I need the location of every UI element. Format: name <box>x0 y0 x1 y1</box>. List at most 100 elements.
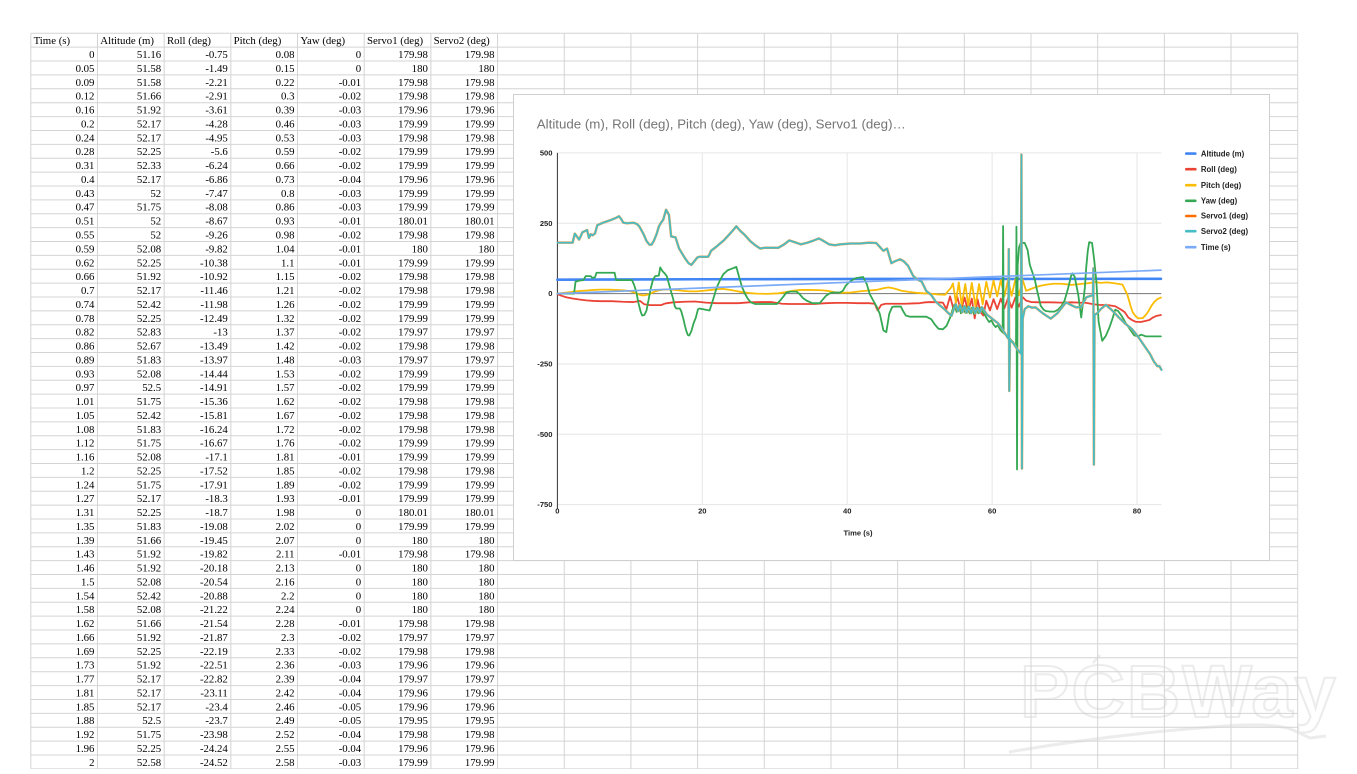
svg-text:1.85: 1.85 <box>76 701 95 713</box>
svg-text:-0.03: -0.03 <box>339 202 362 214</box>
svg-text:1.24: 1.24 <box>76 479 95 491</box>
svg-text:500: 500 <box>540 149 553 158</box>
svg-text:2.2: 2.2 <box>281 590 295 602</box>
svg-text:-0.03: -0.03 <box>339 105 362 117</box>
svg-text:179.97: 179.97 <box>465 674 495 686</box>
svg-text:179.98: 179.98 <box>465 396 495 408</box>
svg-text:179.98: 179.98 <box>465 410 495 422</box>
svg-text:179.99: 179.99 <box>465 313 495 325</box>
svg-text:179.99: 179.99 <box>398 299 428 311</box>
svg-text:180: 180 <box>478 604 494 616</box>
svg-text:51.92: 51.92 <box>137 632 161 644</box>
svg-text:52.42: 52.42 <box>137 590 161 602</box>
svg-text:179.99: 179.99 <box>465 493 495 505</box>
svg-text:1.27: 1.27 <box>76 493 95 505</box>
svg-text:-7.47: -7.47 <box>205 188 228 200</box>
svg-text:52.25: 52.25 <box>137 465 161 477</box>
svg-text:0: 0 <box>356 590 361 602</box>
svg-text:0.46: 0.46 <box>276 118 295 130</box>
svg-text:2.58: 2.58 <box>276 757 295 769</box>
svg-text:0.15: 0.15 <box>276 63 295 75</box>
svg-text:-0.01: -0.01 <box>339 452 362 464</box>
svg-text:179.98: 179.98 <box>398 91 428 103</box>
svg-text:52.42: 52.42 <box>137 410 161 422</box>
svg-text:52.42: 52.42 <box>137 299 161 311</box>
svg-text:20: 20 <box>698 507 706 516</box>
svg-text:1.16: 1.16 <box>76 452 95 464</box>
svg-text:179.98: 179.98 <box>465 341 495 353</box>
svg-text:179.98: 179.98 <box>465 646 495 658</box>
svg-text:-0.01: -0.01 <box>339 618 362 630</box>
svg-text:60: 60 <box>988 507 996 516</box>
svg-text:180: 180 <box>478 535 494 547</box>
svg-text:179.97: 179.97 <box>465 632 495 644</box>
svg-text:-4.95: -4.95 <box>205 132 228 144</box>
svg-text:0: 0 <box>356 576 361 588</box>
svg-text:179.99: 179.99 <box>465 118 495 130</box>
svg-text:179.99: 179.99 <box>465 479 495 491</box>
svg-text:1.81: 1.81 <box>276 452 295 464</box>
svg-text:0.82: 0.82 <box>76 327 95 339</box>
svg-text:179.99: 179.99 <box>398 452 428 464</box>
svg-text:1.08: 1.08 <box>76 424 95 436</box>
svg-text:2.42: 2.42 <box>276 687 295 699</box>
svg-text:PCBWay: PCBWay <box>1020 650 1338 733</box>
svg-text:-0.01: -0.01 <box>339 257 362 269</box>
svg-text:51.75: 51.75 <box>137 479 161 491</box>
svg-text:52.67: 52.67 <box>137 341 162 353</box>
svg-text:1.67: 1.67 <box>276 410 295 422</box>
svg-text:-13.49: -13.49 <box>200 341 228 353</box>
svg-text:179.99: 179.99 <box>398 757 428 769</box>
svg-text:-0.04: -0.04 <box>339 743 362 755</box>
svg-text:0: 0 <box>356 49 361 61</box>
svg-text:0.31: 0.31 <box>76 160 95 172</box>
svg-text:179.98: 179.98 <box>465 49 495 61</box>
svg-text:0.73: 0.73 <box>276 174 295 186</box>
svg-text:Altitude (m): Altitude (m) <box>1201 149 1245 158</box>
svg-text:1.53: 1.53 <box>276 368 295 380</box>
svg-text:1.62: 1.62 <box>276 396 295 408</box>
svg-text:1.72: 1.72 <box>276 424 295 436</box>
svg-text:-21.22: -21.22 <box>200 604 228 616</box>
svg-text:51.75: 51.75 <box>137 202 161 214</box>
svg-text:1.98: 1.98 <box>276 507 295 519</box>
svg-text:-0.02: -0.02 <box>339 229 362 241</box>
svg-text:51.66: 51.66 <box>137 535 162 547</box>
svg-text:1.2: 1.2 <box>81 465 95 477</box>
svg-text:-0.03: -0.03 <box>339 132 362 144</box>
svg-text:179.99: 179.99 <box>398 188 428 200</box>
svg-text:-22.19: -22.19 <box>200 646 228 658</box>
svg-text:0.51: 0.51 <box>76 216 95 228</box>
svg-text:1.62: 1.62 <box>76 618 95 630</box>
svg-text:179.98: 179.98 <box>398 271 428 283</box>
svg-text:0.28: 0.28 <box>76 146 95 158</box>
svg-text:179.98: 179.98 <box>465 271 495 283</box>
svg-text:179.97: 179.97 <box>465 354 495 366</box>
svg-text:-23.11: -23.11 <box>200 687 228 699</box>
svg-text:1.54: 1.54 <box>76 590 95 602</box>
svg-text:-0.02: -0.02 <box>339 341 362 353</box>
svg-text:0: 0 <box>548 289 552 298</box>
svg-text:-3.61: -3.61 <box>205 105 228 117</box>
svg-text:2.24: 2.24 <box>276 604 295 616</box>
svg-text:1.73: 1.73 <box>76 660 95 672</box>
svg-text:180: 180 <box>478 576 494 588</box>
svg-text:179.98: 179.98 <box>398 549 428 561</box>
svg-text:1.88: 1.88 <box>76 715 95 727</box>
svg-text:180: 180 <box>412 535 428 547</box>
svg-text:180: 180 <box>478 563 494 575</box>
svg-text:1.58: 1.58 <box>76 604 95 616</box>
svg-text:179.98: 179.98 <box>398 424 428 436</box>
svg-text:179.99: 179.99 <box>465 160 495 172</box>
svg-text:0.59: 0.59 <box>276 146 295 158</box>
svg-text:Servo1 (deg): Servo1 (deg) <box>1201 212 1249 221</box>
svg-text:179.99: 179.99 <box>398 160 428 172</box>
svg-text:0.2: 0.2 <box>81 118 95 130</box>
svg-text:0.89: 0.89 <box>76 354 95 366</box>
svg-text:179.98: 179.98 <box>465 729 495 741</box>
svg-text:Servo2 (deg): Servo2 (deg) <box>434 35 490 47</box>
svg-text:1.05: 1.05 <box>76 410 95 422</box>
svg-text:2.3: 2.3 <box>281 632 295 644</box>
svg-text:52.17: 52.17 <box>137 687 162 699</box>
svg-text:179.98: 179.98 <box>465 229 495 241</box>
